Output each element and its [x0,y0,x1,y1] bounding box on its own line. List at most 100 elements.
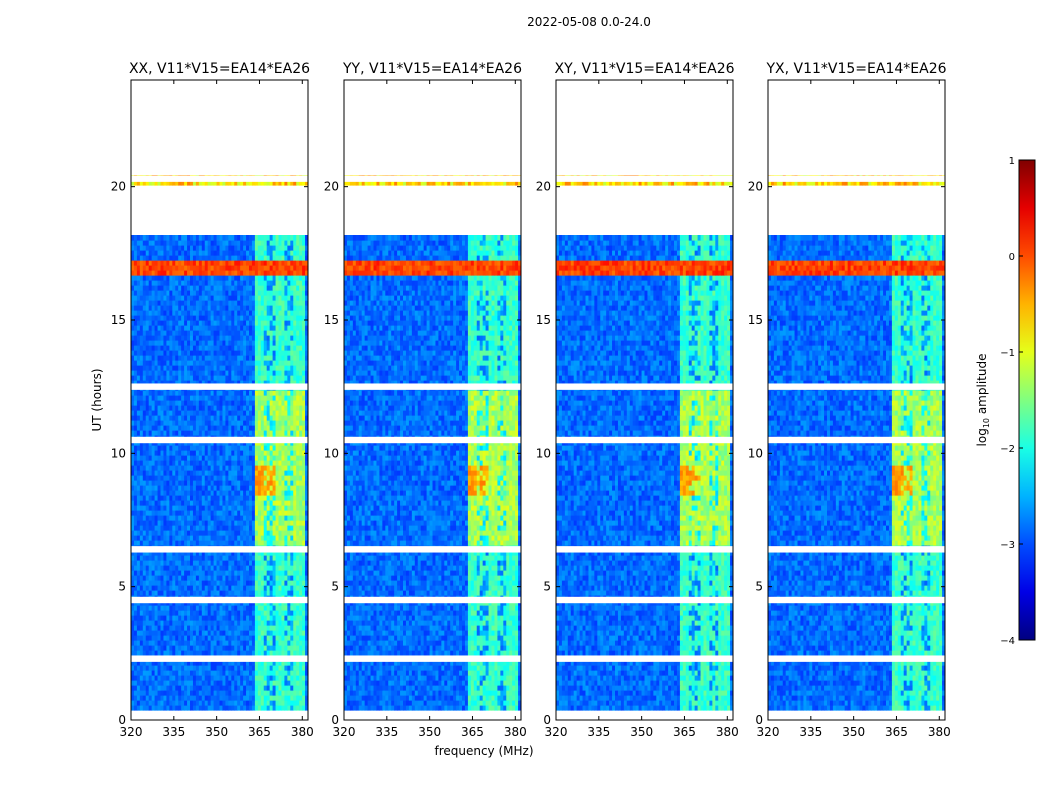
heatmap-cell [254,420,259,426]
heatmap-cell [169,630,173,636]
heatmap-cell [249,520,253,526]
heatmap-cell [249,500,253,506]
heatmap-cell [302,450,306,456]
heatmap-cell [281,465,285,471]
heatmap-cell [151,675,156,681]
heatmap-cell [151,405,156,411]
heatmap-cell [181,470,185,476]
heatmap-cell [216,610,221,616]
heatmap-cell [222,535,226,541]
heatmap-cell [175,490,179,496]
heatmap-cell [257,555,262,561]
heatmap-cell [260,330,265,336]
heatmap-cell [290,510,294,516]
heatmap-cell [175,370,179,376]
heatmap-cell [251,390,256,396]
heatmap-cell [178,515,182,521]
heatmap-cell [284,635,288,641]
heatmap-cell [284,610,288,616]
heatmap-cell [290,315,294,321]
heatmap-cell [213,410,218,416]
heatmap-cell [305,355,308,361]
heatmap-cell [257,365,262,371]
heatmap-cell [296,515,300,521]
heatmap-cell [225,575,229,581]
heatmap-cell [266,395,271,401]
heatmap-cell [234,455,238,461]
heatmap-cell [163,625,167,631]
heatmap-cell [169,425,173,431]
heatmap-cell [260,555,265,561]
heatmap-cell [272,495,277,501]
heatmap-cell [136,470,141,476]
heatmap-cell [157,495,162,501]
heatmap-cell [184,700,188,706]
heatmap-cell [184,450,188,456]
heatmap-cell [287,455,291,461]
heatmap-cell [281,610,285,616]
heatmap-cell [278,350,283,356]
heatmap-cell [293,325,297,331]
heatmap-cell [133,460,138,466]
heatmap-cell [163,300,167,306]
heatmap-cell [160,495,165,501]
heatmap-cell [210,590,215,596]
heatmap-cell [251,375,256,381]
heatmap-cell [272,405,277,411]
heatmap-cell [231,565,235,571]
heatmap-cell [231,380,235,386]
heatmap-cell [266,645,271,651]
heatmap-cell [275,320,280,326]
heatmap-cell [296,705,300,711]
heatmap-cell [222,580,226,586]
heatmap-cell [198,590,203,596]
heatmap-cell [198,410,203,416]
heatmap-cell [163,295,167,301]
heatmap-cell [269,510,274,516]
heatmap-cell [284,345,288,351]
heatmap-cell [260,685,265,691]
heatmap-cell [237,445,241,451]
heatmap-cell [260,510,265,516]
heatmap-cell [192,295,197,301]
heatmap-cell [213,485,218,491]
heatmap-cell [272,340,277,346]
heatmap-cell [216,525,221,531]
heatmap-cell [287,680,291,686]
heatmap-cell [169,625,173,631]
heatmap-cell [249,470,253,476]
heatmap-cell [157,390,162,396]
heatmap-cell [142,525,147,531]
heatmap-cell [136,450,141,456]
heatmap-cell [166,400,170,406]
heatmap-cell [231,700,235,706]
heatmap-cell [290,305,294,311]
heatmap-cell [139,355,144,361]
heatmap-cell [213,380,218,386]
heatmap-cell [145,675,150,681]
heatmap-cell [207,450,212,456]
heatmap-cell [251,605,256,611]
heatmap-cell [278,645,283,651]
heatmap-cell [175,475,179,481]
heatmap-cell [163,640,167,646]
heatmap-cell [139,540,144,546]
heatmap-cell [299,325,303,331]
heatmap-cell [187,620,191,626]
heatmap-cell [210,315,215,321]
heatmap-cell [145,680,150,686]
heatmap-cell [257,650,262,656]
heatmap-cell [249,460,253,466]
heatmap-cell [266,455,271,461]
heatmap-cell [187,560,191,566]
heatmap-cell [216,505,221,511]
heatmap-cell [243,415,247,421]
heatmap-cell [287,535,291,541]
heatmap-cell [278,450,283,456]
heatmap-cell [293,360,297,366]
heatmap-cell [251,510,256,516]
heatmap-cell [269,630,274,636]
heatmap-cell [272,330,277,336]
heatmap-cell [142,300,147,306]
heatmap-cell [160,310,165,316]
